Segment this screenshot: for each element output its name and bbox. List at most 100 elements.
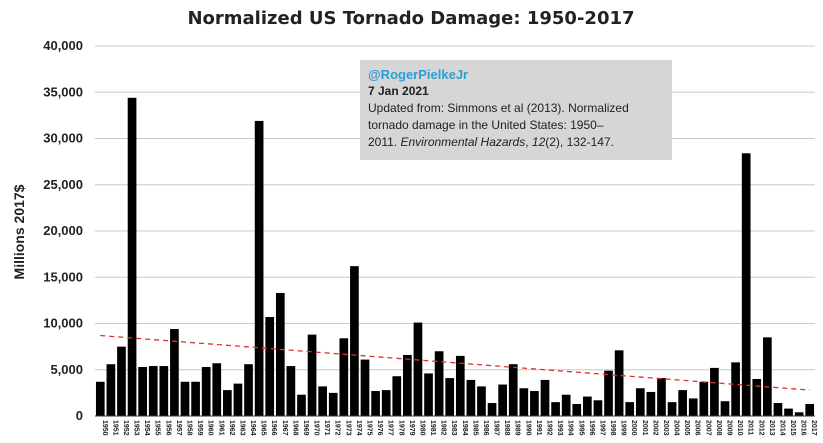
x-tick-label: 1980: [418, 420, 425, 436]
bar-2000: [625, 402, 635, 416]
bar-1986: [477, 386, 486, 416]
bar-1967: [275, 292, 285, 416]
x-tick-label: 1990: [524, 420, 531, 436]
bar-1964: [244, 364, 253, 416]
x-tick-label: 1953: [133, 420, 140, 436]
bar-2013: [763, 337, 772, 416]
bar-1960: [201, 366, 211, 416]
x-tick-label: 2007: [704, 420, 711, 436]
x-tick-label: 1970: [313, 420, 320, 436]
trend-line: [100, 334, 810, 391]
bar-1973: [339, 338, 349, 416]
bar-2006: [688, 398, 698, 416]
x-tick-label: 2009: [726, 420, 733, 436]
citation-separator: ,: [525, 135, 532, 149]
x-tick-label: 2008: [715, 420, 722, 436]
x-tick-label: 1974: [355, 420, 362, 436]
x-tick-label: 1960: [207, 420, 214, 436]
x-tick-label: 1962: [228, 420, 235, 436]
bar-1992: [540, 379, 550, 416]
y-tick-label: 35,000: [43, 84, 83, 99]
y-tick-label: 10,000: [43, 316, 83, 331]
bar-1990: [519, 388, 529, 416]
x-tick-label: 2006: [694, 420, 701, 436]
bar-1998: [604, 370, 613, 416]
bar-2004: [667, 402, 677, 416]
x-axis-ticks: 1950 1951 1952 1953 1954 1955 1956 1957 1958 1959…: [101, 420, 817, 436]
update-date: 7 Jan 2021: [368, 84, 429, 98]
y-axis-label: Millions 2017$: [11, 184, 27, 279]
x-tick-label: 1997: [598, 420, 605, 436]
x-tick-label: 1977: [387, 420, 394, 436]
bar-2008: [710, 367, 719, 416]
bar-1991: [530, 391, 539, 416]
x-tick-label: 1959: [196, 420, 203, 436]
x-tick-label: 1983: [450, 420, 457, 436]
bar-1968: [286, 366, 296, 416]
x-tick-label: 1952: [122, 420, 129, 436]
citation-volume: 12: [531, 135, 546, 149]
x-tick-label: 1971: [323, 420, 330, 436]
x-tick-label: 1993: [556, 420, 563, 436]
y-axis-ticks: 0 5,000 10,000 15,000 20,000 25,000 30,000 35,0…: [43, 38, 83, 423]
bar-1987: [487, 403, 497, 416]
x-tick-label: 1996: [588, 420, 595, 436]
x-tick-label: 1954: [143, 420, 150, 436]
x-tick-label: 2014: [778, 420, 785, 436]
x-tick-label: 1987: [493, 420, 500, 436]
bar-2015: [784, 408, 793, 416]
x-tick-label: 2017: [810, 420, 817, 436]
y-tick-label: 30,000: [43, 131, 83, 146]
citation-line-3: 2011. Environmental Hazards, 12(2), 132-…: [368, 134, 664, 151]
x-tick-label: 1966: [270, 420, 277, 436]
bar-1957: [170, 329, 179, 416]
x-tick-label: 1968: [291, 420, 298, 436]
bar-1995: [572, 403, 582, 416]
bar-2009: [720, 401, 730, 416]
x-tick-label: 2015: [789, 420, 796, 436]
x-tick-label: 1965: [260, 420, 267, 436]
bar-1981: [424, 373, 433, 416]
bar-2003: [657, 378, 666, 416]
bar-1951: [106, 364, 116, 416]
x-tick-label: 1985: [471, 420, 478, 436]
x-tick-label: 1976: [376, 420, 383, 436]
citation-line-2: tornado damage in the United States: 195…: [368, 118, 604, 132]
x-tick-label: 1950: [101, 420, 108, 436]
x-tick-label: 1999: [620, 420, 627, 436]
bar-1999: [614, 350, 624, 416]
x-tick-label: 2011: [747, 420, 754, 435]
x-tick-label: 2012: [757, 420, 764, 436]
x-tick-label: 1981: [429, 420, 436, 436]
bar-1993: [551, 402, 560, 416]
bar-1977: [381, 390, 391, 416]
bar-1959: [191, 381, 200, 416]
chart-title: Normalized US Tornado Damage: 1950-2017: [187, 8, 634, 29]
x-tick-label: 2010: [736, 420, 743, 436]
annotation-box: @RogerPielkeJr 7 Jan 2021 Updated from: …: [360, 60, 672, 160]
bar-1965: [254, 120, 264, 417]
bar-2016: [794, 412, 804, 416]
bar-1963: [233, 383, 243, 416]
bar-1962: [223, 390, 232, 416]
x-tick-label: 1956: [164, 420, 171, 436]
citation-line-1: Updated from: Simmons et al (2013). Norm…: [368, 101, 629, 115]
x-tick-label: 1957: [175, 420, 182, 436]
x-tick-label: 2004: [673, 420, 680, 436]
citation-journal: Environmental Hazards: [400, 135, 526, 149]
bar-2012: [752, 379, 762, 416]
x-tick-label: 1992: [546, 420, 553, 436]
bar-1969: [297, 394, 306, 416]
bar-2014: [773, 403, 783, 416]
x-tick-label: 1975: [366, 420, 373, 436]
x-tick-label: 2005: [683, 420, 690, 436]
x-tick-label: 1972: [334, 420, 341, 436]
bar-1978: [392, 376, 402, 416]
x-tick-label: 1979: [408, 420, 415, 436]
bar-1961: [212, 363, 222, 416]
x-tick-label: 1963: [238, 420, 245, 436]
bar-1976: [371, 391, 380, 416]
bar-2002: [646, 391, 656, 416]
bar-1958: [180, 381, 190, 416]
x-tick-label: 1986: [482, 420, 489, 436]
